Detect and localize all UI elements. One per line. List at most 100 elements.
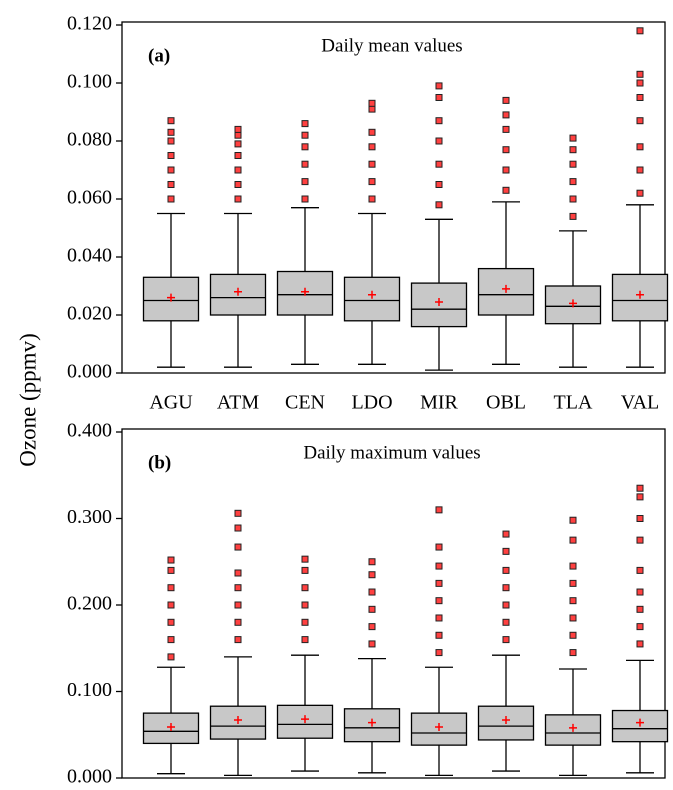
x-tick-label: OBL	[486, 392, 526, 414]
outlier	[502, 566, 510, 574]
outlier	[234, 195, 242, 203]
y-tick-label: 0.020	[67, 303, 112, 325]
outlier	[569, 195, 577, 203]
mean-marker	[234, 287, 242, 296]
outlier	[435, 631, 443, 639]
box	[410, 712, 468, 746]
mean-marker	[167, 722, 175, 731]
outlier	[301, 601, 309, 609]
mean-marker	[502, 716, 510, 725]
outlier	[502, 601, 510, 609]
outlier	[502, 166, 510, 174]
y-tick-label: 0.060	[67, 187, 112, 209]
plot-frame	[121, 428, 666, 779]
mean-marker	[435, 722, 443, 731]
outlier	[234, 569, 242, 577]
outlier	[502, 146, 510, 154]
mean-marker	[234, 716, 242, 725]
outlier	[301, 143, 309, 151]
outlier	[569, 516, 577, 524]
outlier	[569, 212, 577, 220]
box	[343, 276, 401, 322]
mean-marker	[368, 718, 376, 727]
outlier	[435, 543, 443, 551]
outlier	[234, 131, 242, 139]
outlier	[301, 195, 309, 203]
outlier	[502, 636, 510, 644]
outlier	[368, 105, 376, 113]
y-tick-label: 0.100	[67, 679, 112, 701]
outlier	[636, 27, 644, 35]
outlier	[435, 82, 443, 90]
outlier	[234, 166, 242, 174]
panel-label: (b)	[148, 452, 171, 473]
outlier	[167, 137, 175, 145]
outlier	[435, 181, 443, 188]
outlier	[569, 134, 577, 142]
outlier	[636, 94, 644, 101]
mean-marker	[301, 715, 309, 724]
outlier	[368, 160, 376, 168]
outlier	[636, 588, 644, 596]
outlier	[636, 166, 644, 174]
outlier	[167, 128, 175, 136]
outlier	[502, 530, 510, 538]
outlier	[167, 152, 175, 159]
y-tick-label: 0.400	[67, 420, 112, 442]
x-tick-label: LDO	[351, 392, 392, 414]
outlier	[368, 558, 376, 566]
outlier	[636, 536, 644, 544]
outlier	[234, 618, 242, 626]
mean-marker	[502, 284, 510, 293]
outlier	[435, 597, 443, 605]
outlier	[502, 96, 510, 104]
panel-label: (a)	[148, 45, 170, 66]
outlier	[569, 536, 577, 544]
outlier	[368, 195, 376, 203]
outlier	[636, 566, 644, 574]
outlier	[234, 584, 242, 592]
outlier	[167, 653, 175, 661]
outlier	[368, 99, 376, 107]
outlier	[502, 584, 510, 592]
outlier	[234, 509, 242, 517]
outlier	[569, 597, 577, 605]
outlier	[167, 556, 175, 564]
outlier	[636, 515, 644, 522]
outlier	[502, 186, 510, 194]
outlier	[435, 117, 443, 125]
outlier	[636, 605, 644, 613]
outlier	[234, 524, 242, 532]
x-tick-label: VAL	[621, 392, 660, 414]
outlier	[301, 584, 309, 592]
outlier	[569, 614, 577, 622]
outlier	[435, 562, 443, 570]
outlier	[502, 125, 510, 133]
outlier	[167, 195, 175, 203]
outlier	[234, 636, 242, 644]
outlier	[435, 506, 443, 514]
outlier	[301, 636, 309, 644]
outlier	[435, 137, 443, 145]
outlier	[368, 571, 376, 579]
mean-marker	[301, 287, 309, 296]
outlier	[636, 623, 644, 631]
outlier	[636, 117, 644, 125]
outlier	[636, 143, 644, 151]
outlier	[301, 178, 309, 186]
y-tick-label: 0.100	[67, 71, 112, 93]
outlier	[167, 636, 175, 644]
outlier	[502, 111, 510, 119]
outlier	[234, 152, 242, 159]
outlier	[435, 160, 443, 168]
outlier	[569, 631, 577, 639]
outlier	[234, 543, 242, 551]
outlier	[569, 178, 577, 186]
outlier	[636, 484, 644, 492]
mean-marker	[636, 718, 644, 727]
outlier	[234, 140, 242, 148]
box	[544, 285, 602, 325]
outlier	[368, 178, 376, 186]
outlier	[435, 649, 443, 657]
